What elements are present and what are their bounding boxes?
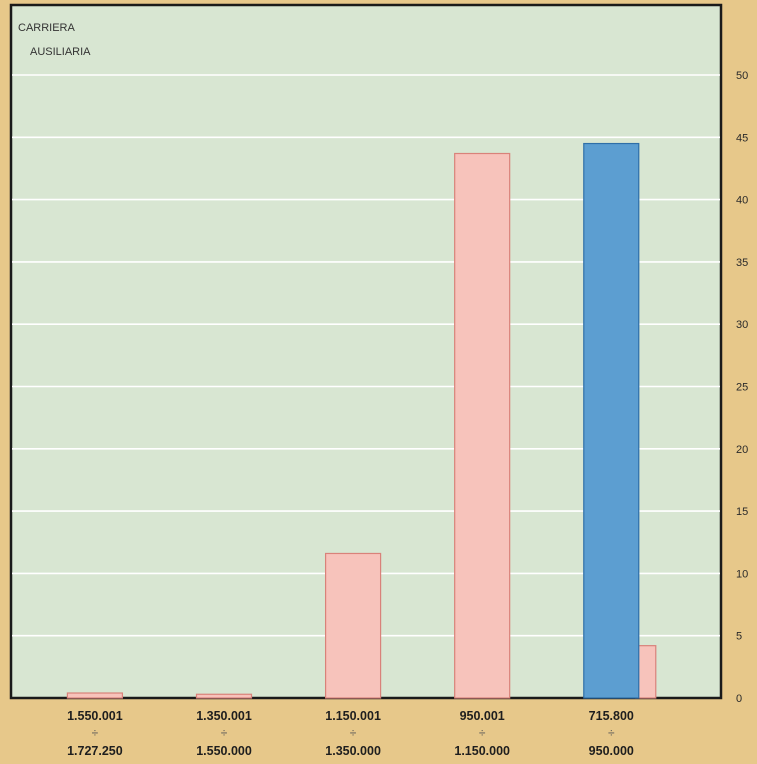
category-label-separator: ÷	[221, 726, 228, 740]
category-label-to: 1.550.000	[196, 744, 252, 758]
category-label-from: 715.800	[589, 709, 634, 723]
y-tick-label: 40	[736, 195, 748, 207]
y-tick-label: 5	[736, 631, 742, 643]
bar	[454, 152, 511, 699]
category-label-to: 1.150.000	[454, 744, 510, 758]
category-label-separator: ÷	[608, 726, 615, 740]
bar	[583, 142, 640, 699]
bar	[195, 693, 253, 699]
category-label-separator: ÷	[479, 726, 486, 740]
category-label-to: 950.000	[589, 744, 634, 758]
bar	[66, 692, 124, 699]
y-tick-label: 30	[736, 319, 748, 331]
category-label-separator: ÷	[92, 726, 99, 740]
category-label-to: 1.350.000	[325, 744, 381, 758]
y-tick-label: 25	[736, 382, 748, 394]
bar	[324, 552, 382, 699]
chart-title-line-2: AUSILIARIA	[30, 46, 91, 58]
y-tick-label: 45	[736, 132, 748, 144]
y-tick-label: 15	[736, 506, 748, 518]
category-label-from: 1.150.001	[325, 709, 381, 723]
y-tick-label: 10	[736, 568, 748, 580]
category-label-from: 1.350.001	[196, 709, 252, 723]
category-label-from: 950.001	[460, 709, 505, 723]
y-tick-label: 35	[736, 257, 748, 269]
y-tick-label: 0	[736, 693, 742, 705]
chart-title-line-1: CARRIERA	[18, 22, 76, 34]
y-tick-label: 50	[736, 70, 748, 82]
category-label-separator: ÷	[350, 726, 357, 740]
x-axis-labels: 1.550.001 ÷ 1.727.250 1.350.001 ÷ 1.550.000 1.…	[67, 709, 634, 758]
bars	[66, 142, 657, 699]
category-label-from: 1.550.001	[67, 709, 123, 723]
category-label-to: 1.727.250	[67, 744, 123, 758]
y-axis-ticks: 0 5 10 15 20 25 30 35 40 45 50	[736, 70, 748, 705]
y-tick-label: 20	[736, 444, 748, 456]
